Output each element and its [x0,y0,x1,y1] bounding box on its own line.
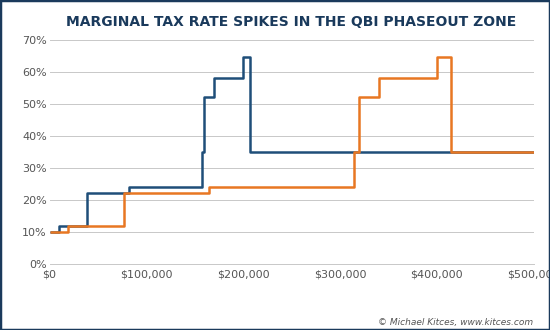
Text: © Michael Kitces, www.kitces.com: © Michael Kitces, www.kitces.com [378,318,534,327]
Title: MARGINAL TAX RATE SPIKES IN THE QBI PHASEOUT ZONE: MARGINAL TAX RATE SPIKES IN THE QBI PHAS… [67,15,516,29]
